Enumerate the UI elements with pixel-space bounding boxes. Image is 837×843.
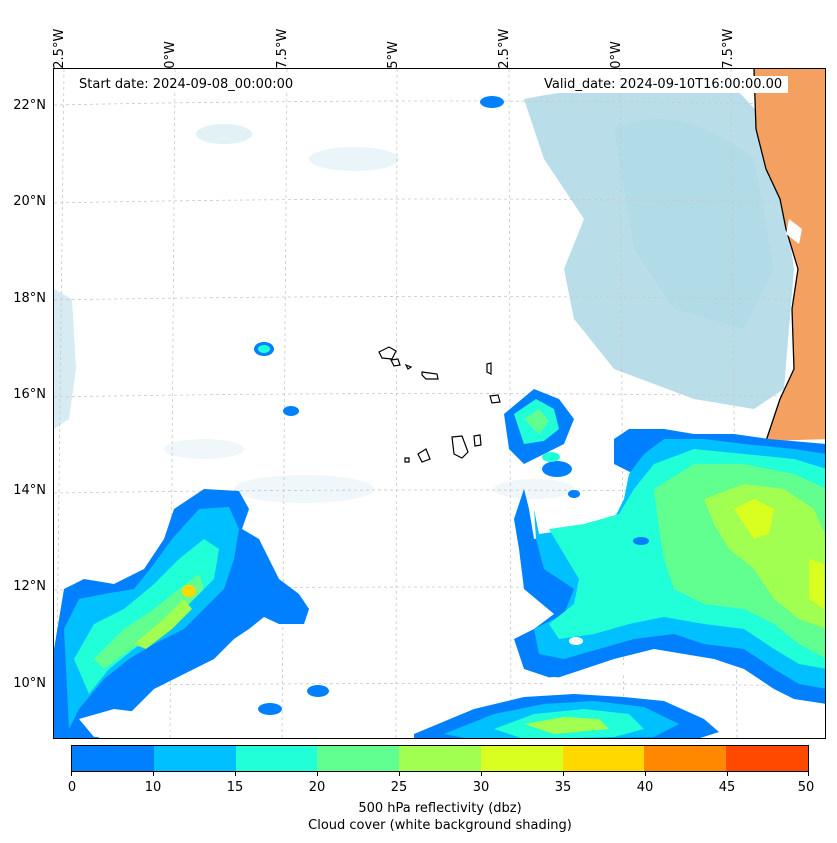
colorbar-segment-10-15 xyxy=(153,746,236,771)
colorbar-tickmark xyxy=(71,772,72,776)
colorbar-tickmark xyxy=(235,772,236,776)
cloud-cover-layer xyxy=(54,84,794,503)
lat-label-20n: 20°N xyxy=(13,194,46,209)
cape-verde-islands xyxy=(378,346,501,463)
colorbar-tick-label: 30 xyxy=(472,780,490,795)
colorbar-tickmark xyxy=(153,772,154,776)
colorbar-segment-40-45 xyxy=(644,746,727,771)
valid-date-label: Valid_date: 2024-09-10T16:00:00.00 xyxy=(538,76,789,93)
colorbar xyxy=(71,745,809,772)
lat-label-22n: 22°N xyxy=(13,98,46,113)
colorbar-tick-label: 50 xyxy=(797,780,815,795)
map-canvas xyxy=(54,69,825,738)
colorbar-tick-label: 45 xyxy=(718,780,736,795)
colorbar-tick-label: 15 xyxy=(226,780,244,795)
colorbar-tickmark xyxy=(645,772,646,776)
colorbar-tick-label: 25 xyxy=(390,780,408,795)
colorbar-segment-15-20 xyxy=(235,746,318,771)
colorbar-tickmark xyxy=(399,772,400,776)
map-panel xyxy=(53,68,826,739)
start-date-label: Start date: 2024-09-08_00:00:00 xyxy=(73,76,300,93)
colorbar-title: 500 hPa reflectivity (dbz) xyxy=(358,801,522,816)
colorbar-segment-35-40 xyxy=(562,746,645,771)
lat-label-14n: 14°N xyxy=(13,483,46,498)
colorbar-subtitle: Cloud cover (white background shading) xyxy=(308,818,572,833)
colorbar-segment-45-50 xyxy=(726,746,809,771)
colorbar-segment-30-35 xyxy=(480,746,563,771)
reflectivity-layer xyxy=(54,96,825,738)
land-layer xyxy=(753,69,825,442)
colorbar-tickmark xyxy=(317,772,318,776)
lat-label-12n: 12°N xyxy=(13,579,46,594)
lat-label-18n: 18°N xyxy=(13,291,46,306)
colorbar-segment-20-25 xyxy=(317,746,400,771)
colorbar-tick-label: 40 xyxy=(636,780,654,795)
colorbar-tickmark xyxy=(563,772,564,776)
colorbar-segment-25-30 xyxy=(399,746,481,771)
lat-label-16n: 16°N xyxy=(13,387,46,402)
colorbar-tick-label: 10 xyxy=(144,780,162,795)
colorbar-tick-label: 35 xyxy=(554,780,572,795)
lat-label-10n: 10°N xyxy=(13,676,46,691)
colorbar-tickmark xyxy=(481,772,482,776)
colorbar-tickmark xyxy=(808,772,809,776)
colorbar-segment-0-10 xyxy=(72,746,154,771)
colorbar-tick-label: 0 xyxy=(67,780,77,795)
colorbar-tickmark xyxy=(727,772,728,776)
colorbar-tick-label: 20 xyxy=(308,780,326,795)
